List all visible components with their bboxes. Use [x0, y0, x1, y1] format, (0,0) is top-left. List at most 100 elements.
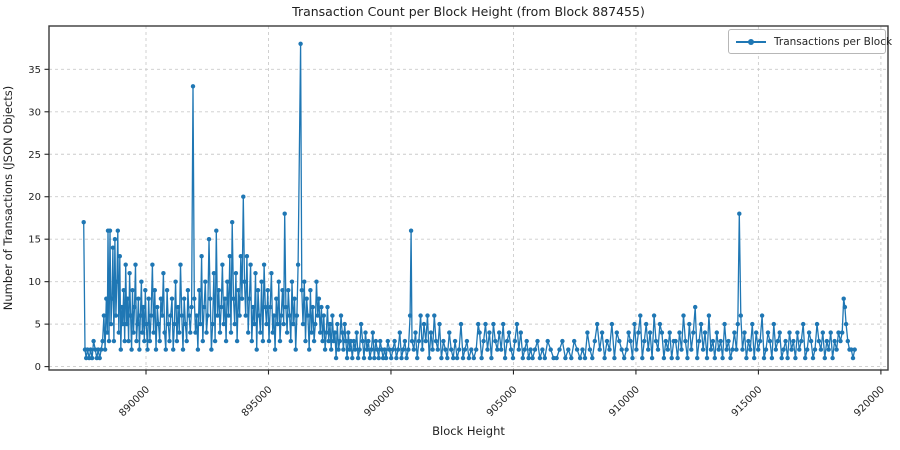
data-point-marker [286, 288, 291, 293]
y-tick-label: 10 [28, 277, 41, 288]
data-point-marker [307, 347, 312, 352]
data-point-marker [127, 271, 132, 276]
data-point-marker [409, 338, 415, 344]
data-point-marker [746, 338, 751, 344]
data-point-marker [636, 330, 641, 335]
data-point-marker [208, 296, 213, 301]
data-point-marker [840, 330, 845, 335]
data-point-marker [644, 321, 649, 327]
data-point-marker [756, 347, 761, 352]
data-point-marker [832, 338, 837, 344]
data-point-marker [489, 355, 494, 361]
data-point-marker [295, 262, 301, 267]
data-point-marker [585, 330, 590, 335]
data-point-marker [407, 313, 413, 318]
data-point-marker [734, 347, 739, 352]
data-point-marker [675, 355, 680, 361]
data-point-marker [572, 338, 577, 344]
plot-area: 890000 895000 900000 905000 910000 915000 9200… [28, 25, 889, 419]
data-point-marker [364, 347, 370, 352]
data-point-marker [389, 355, 394, 361]
legend: Transactions per Block [728, 29, 892, 54]
data-point-marker [199, 254, 204, 259]
data-point-marker [791, 338, 796, 344]
data-point-marker [174, 338, 180, 344]
data-point-marker [501, 321, 506, 327]
data-point-marker [830, 355, 835, 361]
data-point-marker [423, 338, 428, 344]
data-point-marker [153, 347, 159, 352]
data-point-marker [257, 313, 262, 318]
data-point-marker [145, 347, 150, 352]
data-point-marker [265, 288, 270, 293]
data-point-marker [477, 330, 482, 335]
data-point-marker [343, 338, 349, 344]
data-point-marker [506, 330, 512, 335]
data-point-marker [192, 296, 197, 301]
data-point-marker [518, 330, 523, 335]
data-point-marker [653, 338, 659, 344]
data-point-marker [332, 330, 338, 335]
data-point-marker [155, 304, 160, 310]
data-point-marker [329, 347, 334, 352]
data-point-marker [228, 330, 234, 335]
data-point-marker [720, 355, 725, 361]
y-tick-label: 30 [28, 107, 41, 118]
data-point-marker [479, 355, 484, 361]
data-point-marker [545, 338, 550, 344]
data-point-marker [447, 330, 452, 335]
data-point-marker [115, 228, 121, 233]
data-point-marker [504, 338, 510, 344]
data-point-marker [289, 279, 295, 284]
data-point-marker [150, 262, 155, 267]
data-point-marker [665, 347, 670, 352]
data-point-marker [602, 355, 607, 361]
data-point-marker [399, 355, 404, 361]
data-point-marker [182, 296, 187, 301]
data-point-marker [124, 321, 129, 327]
data-point-marker [322, 347, 328, 352]
data-point-marker [288, 338, 293, 344]
data-point-marker [123, 262, 128, 267]
data-point-marker [353, 347, 358, 352]
data-point-marker [474, 347, 479, 352]
data-point-marker [642, 338, 647, 344]
data-point-marker [789, 347, 794, 352]
data-point-marker [283, 304, 289, 310]
data-point-marker [659, 330, 665, 335]
data-point-marker [748, 347, 753, 352]
data-point-marker [342, 321, 347, 327]
data-point-marker [223, 338, 229, 344]
data-point-marker [102, 347, 108, 352]
data-point-marker [805, 347, 810, 352]
data-point-marker [781, 347, 786, 352]
data-point-marker [382, 347, 387, 352]
data-point-marker [233, 271, 239, 276]
data-point-marker [752, 355, 757, 361]
data-point-marker [724, 347, 729, 352]
data-point-marker [435, 347, 440, 352]
data-point-marker [592, 338, 597, 344]
data-point-marker [236, 288, 241, 293]
data-point-marker [742, 330, 747, 335]
data-point-marker [599, 330, 605, 335]
data-point-marker [171, 347, 176, 352]
data-point-marker [360, 338, 365, 344]
data-point-marker [683, 338, 688, 344]
data-point-marker [826, 347, 831, 352]
data-point-marker [580, 347, 585, 352]
y-tick-label: 5 [35, 320, 41, 331]
data-point-marker [325, 304, 330, 310]
y-tick-label: 0 [35, 362, 41, 373]
data-point-marker [785, 355, 790, 361]
data-point-marker [394, 355, 399, 361]
y-axis-label: Number of Transactions (JSON Objects) [1, 85, 15, 311]
series-line [83, 43, 856, 359]
data-point-marker [183, 321, 188, 327]
data-point-marker [763, 347, 769, 352]
data-point-marker [173, 279, 178, 284]
data-point-marker [219, 304, 224, 310]
data-point-marker [483, 321, 488, 327]
data-point-marker [777, 330, 782, 335]
data-point-marker [850, 355, 856, 361]
